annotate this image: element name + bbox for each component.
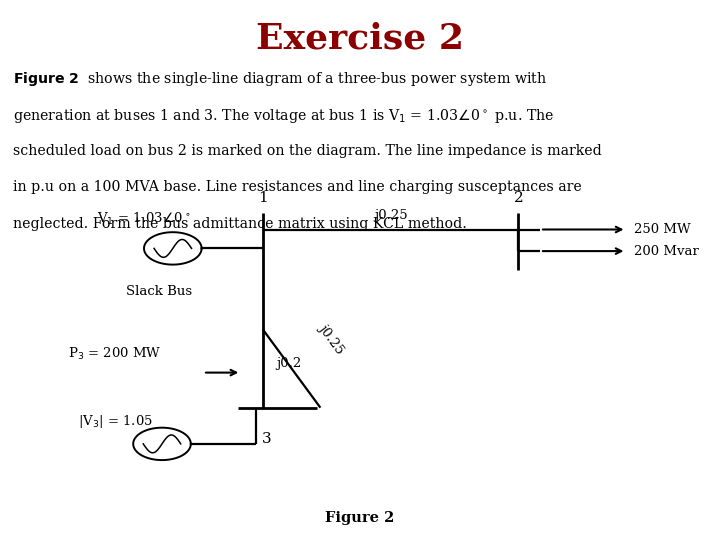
Text: j0.25: j0.25 xyxy=(316,321,346,356)
Text: Slack Bus: Slack Bus xyxy=(126,285,192,298)
Text: generation at buses 1 and 3. The voltage at bus 1 is V$_1$ = 1.03$\angle$0$^\cir: generation at buses 1 and 3. The voltage… xyxy=(13,107,554,125)
Text: in p.u on a 100 MVA base. Line resistances and line charging susceptances are: in p.u on a 100 MVA base. Line resistanc… xyxy=(13,180,582,194)
Text: Exercise 2: Exercise 2 xyxy=(256,22,464,56)
Text: V$_1$ = 1.03$\angle$0$^\circ$: V$_1$ = 1.03$\angle$0$^\circ$ xyxy=(97,211,191,227)
Text: 2: 2 xyxy=(513,191,523,205)
Text: 200 Mvar: 200 Mvar xyxy=(634,245,698,258)
Text: j0.2: j0.2 xyxy=(276,356,301,370)
Text: P$_3$ = 200 MW: P$_3$ = 200 MW xyxy=(68,346,162,362)
Text: j0.25: j0.25 xyxy=(374,209,408,222)
Text: |V$_3$| = 1.05: |V$_3$| = 1.05 xyxy=(78,413,153,430)
Text: neglected. Form the bus admittance matrix using KCL method.: neglected. Form the bus admittance matri… xyxy=(13,217,467,231)
Text: Figure 2: Figure 2 xyxy=(325,511,395,525)
Text: 1: 1 xyxy=(258,191,268,205)
Text: scheduled load on bus 2 is marked on the diagram. The line impedance is marked: scheduled load on bus 2 is marked on the… xyxy=(13,144,602,158)
Text: 3: 3 xyxy=(261,432,271,446)
Text: 250 MW: 250 MW xyxy=(634,223,690,236)
Text: $\mathbf{Figure\ 2}$  shows the single-line diagram of a three-bus power system : $\mathbf{Figure\ 2}$ shows the single-li… xyxy=(13,70,547,88)
